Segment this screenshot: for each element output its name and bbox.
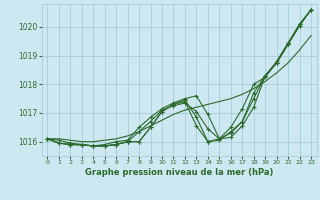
X-axis label: Graphe pression niveau de la mer (hPa): Graphe pression niveau de la mer (hPa) xyxy=(85,168,273,177)
